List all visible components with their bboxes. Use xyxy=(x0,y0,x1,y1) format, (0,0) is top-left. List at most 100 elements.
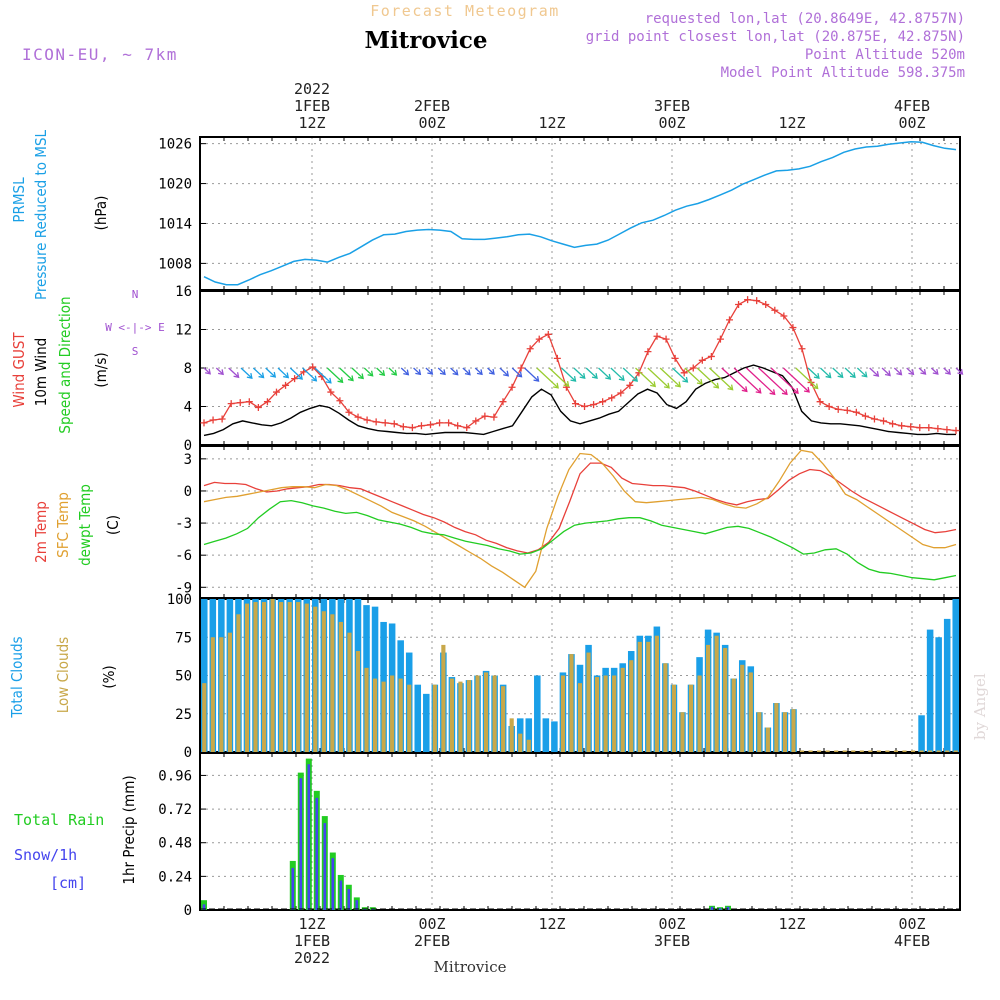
low-cloud-bar xyxy=(236,614,241,752)
low-cloud-bar xyxy=(868,750,873,752)
y-tick-label: 1020 xyxy=(158,177,192,193)
wind-direction-arrow xyxy=(733,367,762,394)
wind-arrow-head xyxy=(696,378,703,385)
top-tick-label: 00Z xyxy=(658,114,685,132)
wind-arrow-head xyxy=(427,368,434,375)
wind-arrow-head xyxy=(488,368,495,375)
wind-direction-arrow xyxy=(203,367,211,375)
gust-marker xyxy=(236,399,244,407)
point-altitude: Point Altitude 520m xyxy=(805,47,965,63)
wind-direction-arrow xyxy=(758,367,788,395)
bottom-location-label: Mitrovice xyxy=(434,958,507,976)
wind-arrow-head xyxy=(452,369,459,376)
gust-marker xyxy=(943,426,951,434)
low-cloud-bar xyxy=(834,750,839,752)
wind-arrow-head xyxy=(896,369,903,376)
low-cloud-bar xyxy=(936,750,941,752)
wind-direction-arrow xyxy=(302,367,317,382)
gust-marker xyxy=(644,348,652,356)
gust-marker xyxy=(689,364,697,372)
wind-direction-arrow xyxy=(832,367,844,378)
total-cloud-bar xyxy=(201,599,208,752)
low-clouds-label: Low Clouds xyxy=(54,637,72,713)
low-cloud-bar xyxy=(817,750,822,752)
gust-line xyxy=(203,299,957,432)
low-cloud-bar xyxy=(740,664,745,752)
wind-direction-arrow xyxy=(856,367,868,378)
wind-direction-arrow xyxy=(721,367,748,392)
wind-direction-arrow xyxy=(893,367,902,376)
temp-2m-line xyxy=(203,462,957,554)
low-cloud-bar xyxy=(928,750,933,752)
wind-arrow-head xyxy=(618,375,625,382)
bottom-tick-label: 2FEB xyxy=(414,932,450,950)
wind-arrow-head xyxy=(812,383,819,390)
low-cloud-bar xyxy=(757,712,762,752)
gust-marker xyxy=(436,419,444,427)
compass-we: W <-|-> E xyxy=(105,321,165,334)
y-tick-label: 3 xyxy=(184,452,192,468)
wind-direction-arrow xyxy=(252,367,264,379)
top-tick-label: 3FEB xyxy=(654,97,690,115)
wind-arrow-head xyxy=(957,368,964,375)
gust-marker xyxy=(907,423,915,431)
top-tick-label: 12Z xyxy=(298,114,325,132)
low-cloud-bar xyxy=(466,680,472,752)
snow-bar xyxy=(339,880,343,910)
wind-arrow-head xyxy=(781,389,788,396)
low-cloud-bar xyxy=(953,750,958,752)
wind-direction-arrow xyxy=(881,367,891,376)
gust-marker xyxy=(798,345,806,353)
panel-wind: 0 4 8 12 16 xyxy=(175,284,964,454)
gust-marker xyxy=(535,335,543,343)
wind-direction-arrow xyxy=(363,367,374,377)
bottom-tick-label: 12Z xyxy=(538,915,565,933)
low-cloud-bar xyxy=(680,712,685,752)
wind-arrow-head xyxy=(755,387,762,394)
low-cloud-bar xyxy=(518,733,523,752)
panels: 1008101410201026048121630-3-6-9025507510… xyxy=(158,136,964,919)
gust-marker xyxy=(825,403,833,410)
gust-marker xyxy=(608,394,616,402)
wind-direction-arrow xyxy=(708,367,734,391)
gust-marker xyxy=(934,425,942,433)
low-cloud-bar xyxy=(851,750,856,752)
wind-direction-arrow xyxy=(351,367,364,379)
temp-sfc-label: SFC Temp xyxy=(54,492,72,558)
wind-arrow-head xyxy=(533,375,540,382)
top-tick-label: 00Z xyxy=(418,114,445,132)
low-cloud-bar xyxy=(842,750,847,752)
grid-coords: grid point closest lon,lat (20.875E, 42.… xyxy=(586,29,965,45)
total-cloud-bar xyxy=(551,721,558,752)
wind-arrow-head xyxy=(325,377,332,384)
snow-bar xyxy=(307,764,311,910)
low-cloud-bar xyxy=(637,641,642,752)
gust-marker xyxy=(816,398,824,406)
low-cloud-bar xyxy=(723,647,728,752)
panel-temperature: 3 0 -3 -6 -9 xyxy=(175,445,961,599)
y-tick-label: 50 xyxy=(175,669,192,685)
gust-marker xyxy=(870,415,878,423)
y-tick-label: 1026 xyxy=(158,137,192,153)
wind-arrow-head xyxy=(741,386,748,393)
gust-marker xyxy=(272,388,280,396)
wind-direction-arrow xyxy=(499,367,509,377)
low-cloud-bar xyxy=(629,660,634,752)
pressure-line xyxy=(203,140,957,286)
y-tick-label: 100 xyxy=(167,592,192,608)
model-altitude: Model Point Altitude 598.375m xyxy=(721,65,965,81)
gust-marker xyxy=(581,403,589,410)
low-cloud-bar xyxy=(586,652,591,752)
wind-arrow-head xyxy=(792,388,799,394)
top-tick-label: 00Z xyxy=(898,114,925,132)
wind-direction-arrow xyxy=(561,367,576,382)
snow-bar xyxy=(726,906,730,910)
wind-direction-arrow xyxy=(598,367,611,380)
top-tick-label: 1FEB xyxy=(294,97,330,115)
dewpoint-label: dewpt Temp xyxy=(76,484,94,566)
gust-marker xyxy=(227,400,235,408)
wind-speed-line xyxy=(203,364,956,437)
snow-bar xyxy=(299,778,303,910)
